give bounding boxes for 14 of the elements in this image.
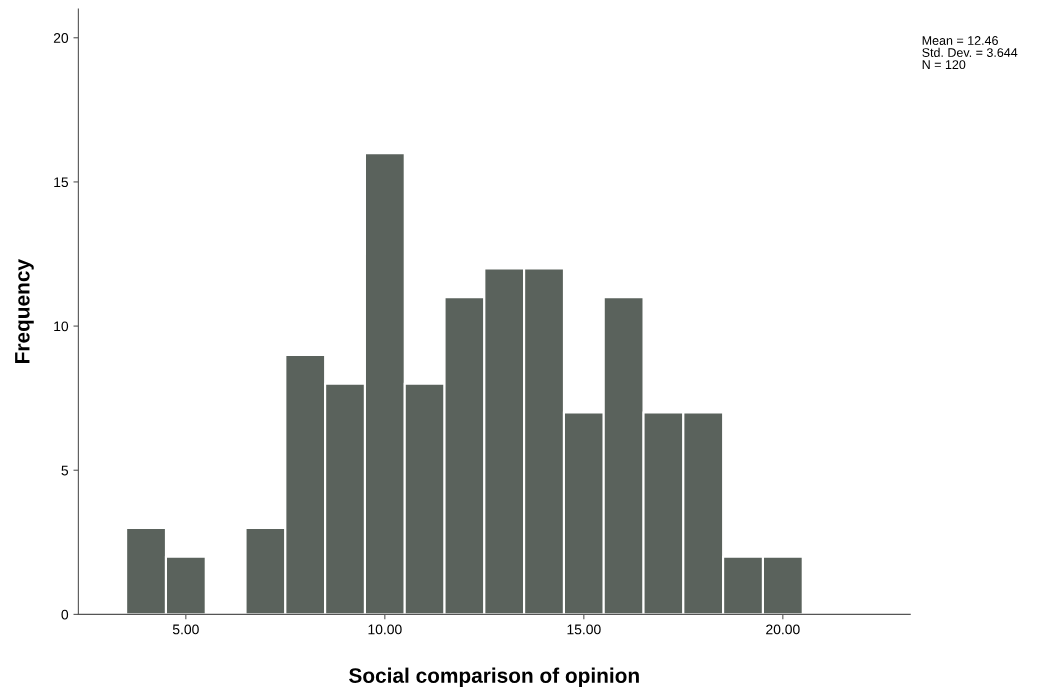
text: Std. Dev. = 3.644 bbox=[922, 47, 1018, 57]
text: Mean = 12.46 bbox=[922, 36, 998, 45]
y-tick-label: 0 bbox=[61, 609, 69, 620]
x-axis-title: Social comparison of opinion bbox=[349, 667, 639, 688]
x-tick-label: 15.00 bbox=[567, 624, 601, 635]
text: N = 120 bbox=[922, 60, 966, 70]
x-tick-label: 10.00 bbox=[368, 624, 402, 635]
y-tick-label: 5 bbox=[61, 465, 69, 476]
y-axis-title: Frequency bbox=[15, 259, 34, 363]
x-tick-label: 5.00 bbox=[172, 624, 199, 635]
y-tick-label: 10 bbox=[54, 321, 69, 332]
x-tick-label: 20.00 bbox=[766, 624, 800, 635]
y-tick-label: 15 bbox=[54, 177, 69, 188]
y-tick-label: 20 bbox=[53, 33, 69, 43]
